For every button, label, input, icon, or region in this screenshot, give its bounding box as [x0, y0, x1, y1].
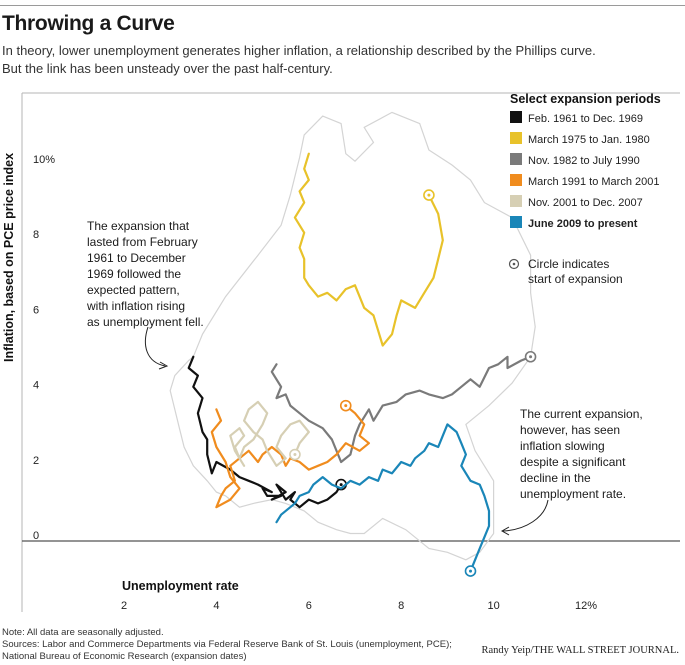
- series-line: [187, 355, 343, 509]
- legend: Feb. 1961 to Dec. 1969 March 1975 to Jan.…: [510, 111, 659, 230]
- y-tick-label: 4: [33, 380, 39, 392]
- annotation-left-line: lasted from February: [87, 235, 198, 249]
- annotation-left-line: with inflation rising: [86, 299, 185, 313]
- series-6: [275, 423, 491, 577]
- series-layer: [187, 152, 537, 577]
- annotation-right-line: despite a significant: [520, 455, 626, 469]
- top-rule: [0, 5, 685, 6]
- annotation-right-line: decline in the: [520, 471, 591, 485]
- annotation-left-line: expected pattern,: [87, 283, 180, 297]
- annotation-left: The expansion that lasted from February 19…: [86, 219, 204, 329]
- annotation-left-line: as unemployment fell.: [87, 315, 204, 329]
- x-tick-label: 4: [213, 600, 219, 612]
- legend-label: Feb. 1961 to Dec. 1969: [528, 113, 643, 125]
- y-tick-label: 10%: [33, 154, 55, 166]
- series-5: [229, 400, 310, 467]
- series-line: [210, 404, 370, 509]
- series-start-dot: [339, 483, 343, 487]
- legend-swatch: [510, 174, 522, 186]
- start-circle-dot-icon: [512, 262, 516, 266]
- legend-title: Select expansion periods: [510, 92, 661, 106]
- series-start-dot: [293, 453, 297, 457]
- y-axis-title: Inflation, based on PCE price index: [2, 153, 16, 362]
- series-line: [275, 423, 491, 573]
- legend-swatch: [510, 195, 522, 207]
- y-tick-label: 0: [33, 530, 39, 542]
- legend-label: March 1975 to Jan. 1980: [528, 134, 650, 146]
- series-start-dot: [427, 193, 431, 197]
- series-line: [229, 400, 310, 467]
- series-line: [293, 152, 444, 347]
- circle-note: Circle indicates start of expansion: [508, 257, 623, 286]
- annotation-right-arrow: [502, 499, 549, 532]
- subtitle-line-2: But the link has been unsteady over the …: [2, 61, 333, 76]
- circle-note-line-2: start of expansion: [528, 272, 623, 286]
- x-tick-label: 10: [487, 600, 499, 612]
- annotation-left-arrowhead: [158, 361, 169, 370]
- subtitle-line-1: In theory, lower unemployment generates …: [2, 43, 596, 58]
- y-tick-label: 8: [33, 229, 39, 241]
- legend-label: June 2009 to present: [528, 218, 638, 230]
- series-start-dot: [469, 569, 472, 573]
- x-tick-label: 6: [306, 600, 312, 612]
- series-2: [293, 152, 444, 347]
- sources-line-2: National Bureau of Economic Research (ex…: [2, 651, 247, 662]
- x-axis-title: Unemployment rate: [122, 579, 239, 593]
- legend-swatch: [510, 153, 522, 165]
- legend-swatch: [510, 216, 522, 228]
- x-tick-label: 12%: [575, 600, 597, 612]
- y-tick-label: 2: [33, 455, 39, 467]
- legend-swatch: [510, 132, 522, 144]
- annotation-left-line: 1961 to December: [87, 251, 186, 265]
- annotation-right: The current expansion, however, has seen i…: [520, 407, 643, 501]
- note: Note: All data are seasonally adjusted.: [2, 627, 164, 638]
- x-tick-label: 8: [398, 600, 404, 612]
- annotation-left-line: The expansion that: [87, 219, 190, 233]
- series-start-dot: [529, 355, 533, 359]
- legend-label: March 1991 to March 2001: [528, 176, 659, 188]
- legend-label: Nov. 1982 to July 1990: [528, 155, 640, 167]
- axis-ticks: 2 4 6 8 10 12% 0 2 4 6 8 10%: [33, 154, 597, 612]
- chart-title: Throwing a Curve: [2, 12, 175, 35]
- y-tick-label: 6: [33, 304, 39, 316]
- annotation-right-line: however, has seen: [520, 423, 620, 437]
- legend-swatch: [510, 111, 522, 123]
- series-4: [210, 399, 370, 509]
- circle-note-line-1: Circle indicates: [528, 257, 609, 271]
- legend-label: Nov. 2001 to Dec. 2007: [528, 197, 643, 209]
- annotation-right-line: unemployment rate.: [520, 487, 626, 501]
- annotation-left-line: 1969 followed the: [87, 267, 181, 281]
- historical-path: [169, 111, 536, 561]
- series-line: [270, 355, 532, 464]
- annotation-right-line: inflation slowing: [520, 439, 605, 453]
- sources-line-1: Sources: Labor and Commerce Departments …: [2, 639, 452, 650]
- annotation-right-line: The current expansion,: [520, 407, 643, 421]
- series-3: [270, 350, 537, 464]
- annotation-right-arrowhead: [500, 526, 510, 536]
- series-start-dot: [344, 404, 348, 408]
- x-tick-label: 2: [121, 600, 127, 612]
- annotation-left-arrow: [144, 326, 166, 367]
- credit: Randy Yeip/THE WALL STREET JOURNAL.: [481, 645, 679, 656]
